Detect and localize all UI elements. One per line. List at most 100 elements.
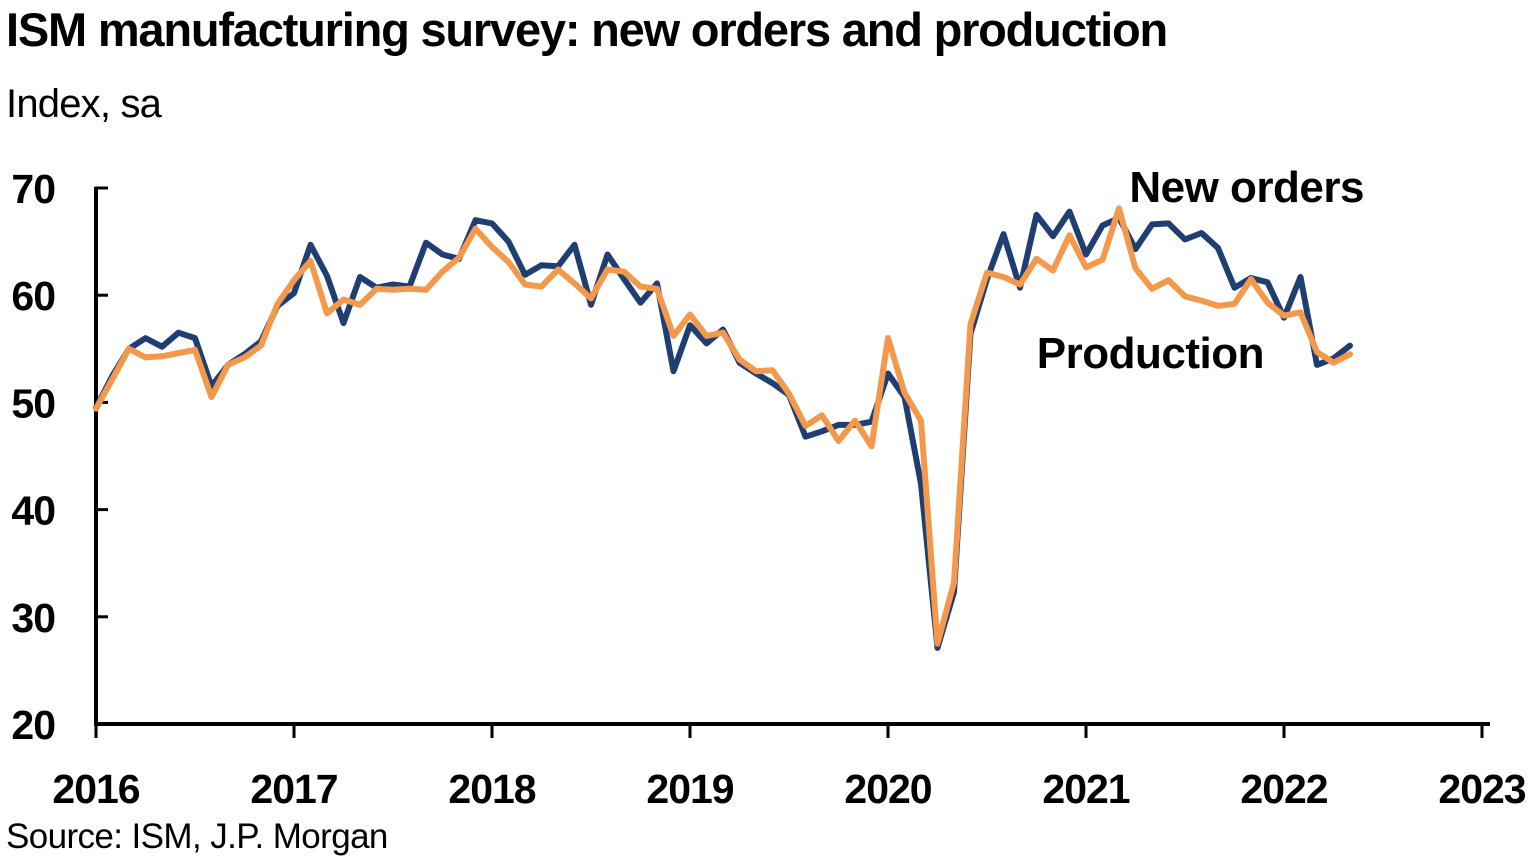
data-point-production — [1218, 305, 1219, 306]
data-point-production — [756, 371, 757, 372]
data-point-new-orders — [1036, 214, 1037, 215]
data-point-production — [1152, 288, 1153, 289]
data-point-production — [673, 335, 674, 336]
data-point-new-orders — [195, 338, 196, 339]
data-point-new-orders — [624, 279, 625, 280]
x-tick-label: 2019 — [646, 766, 733, 812]
data-point-new-orders — [871, 421, 872, 422]
x-tick-label: 2021 — [1042, 766, 1129, 812]
data-point-new-orders — [145, 338, 146, 339]
data-point-new-orders — [508, 241, 509, 242]
data-point-new-orders — [1317, 364, 1318, 365]
data-point-production — [1251, 279, 1252, 280]
data-point-production — [937, 643, 938, 644]
data-point-production — [1350, 354, 1351, 355]
data-point-production — [1234, 303, 1235, 304]
data-point-production — [1102, 259, 1103, 260]
data-point-production — [343, 299, 344, 300]
data-point-new-orders — [937, 647, 938, 648]
data-point-production — [855, 420, 856, 421]
y-tick-label: 30 — [11, 595, 55, 641]
data-point-production — [723, 332, 724, 333]
data-point-new-orders — [1185, 239, 1186, 240]
data-point-new-orders — [343, 323, 344, 324]
data-point-production — [904, 392, 905, 393]
x-tick-label: 2017 — [250, 766, 337, 812]
data-point-new-orders — [1003, 234, 1004, 235]
data-point-production — [211, 397, 212, 398]
data-point-production — [1300, 312, 1301, 313]
data-point-new-orders — [1135, 249, 1136, 250]
data-point-production — [277, 303, 278, 304]
data-point-new-orders — [838, 424, 839, 425]
x-tick-label: 2018 — [448, 766, 535, 812]
data-point-production — [162, 356, 163, 357]
data-point-production — [690, 314, 691, 315]
data-point-new-orders — [673, 371, 674, 372]
data-point-production — [1036, 258, 1037, 259]
data-point-new-orders — [294, 293, 295, 294]
data-point-production — [129, 348, 130, 349]
data-point-new-orders — [690, 325, 691, 326]
data-point-production — [624, 271, 625, 272]
data-point-production — [789, 393, 790, 394]
data-point-production — [459, 257, 460, 258]
data-point-new-orders — [360, 277, 361, 278]
data-point-production — [228, 364, 229, 365]
data-point-new-orders — [492, 223, 493, 224]
data-point-new-orders — [541, 265, 542, 266]
data-point-production — [96, 408, 97, 409]
data-point-new-orders — [475, 220, 476, 221]
series-label-production: Production — [1037, 329, 1264, 378]
data-point-production — [591, 298, 592, 299]
data-point-new-orders — [1086, 254, 1087, 255]
data-point-production — [178, 353, 179, 354]
series-label-new-orders: New orders — [1129, 163, 1364, 212]
series-line-production — [93, 205, 1353, 647]
data-point-new-orders — [921, 483, 922, 484]
data-point-production — [360, 304, 361, 305]
data-point-production — [492, 247, 493, 248]
data-point-production — [1135, 268, 1136, 269]
data-point-new-orders — [772, 383, 773, 384]
data-point-new-orders — [805, 436, 806, 437]
data-point-new-orders — [888, 373, 889, 374]
data-point-new-orders — [574, 244, 575, 245]
data-point-new-orders — [1218, 248, 1219, 249]
data-point-new-orders — [706, 343, 707, 344]
data-point-new-orders — [1053, 236, 1054, 237]
chart-title: ISM manufacturing survey: new orders and… — [6, 3, 1168, 56]
data-point-production — [739, 359, 740, 360]
data-point-new-orders — [310, 244, 311, 245]
data-point-production — [954, 582, 955, 583]
y-tick-label: 50 — [11, 380, 55, 426]
data-point-production — [1267, 302, 1268, 303]
data-point-new-orders — [1333, 358, 1334, 359]
x-tick-label: 2020 — [844, 766, 931, 812]
data-point-new-orders — [1102, 225, 1103, 226]
x-tick-label: 2016 — [52, 766, 139, 812]
data-point-production — [1086, 267, 1087, 268]
data-point-production — [1333, 362, 1334, 363]
data-point-production — [970, 324, 971, 325]
data-point-new-orders — [442, 254, 443, 255]
data-point-new-orders — [525, 274, 526, 275]
chart-subtitle: Index, sa — [6, 82, 162, 126]
data-point-production — [1185, 296, 1186, 297]
data-point-production — [706, 335, 707, 336]
data-point-production — [294, 280, 295, 281]
data-point-production — [442, 271, 443, 272]
data-point-production — [1284, 315, 1285, 316]
data-point-new-orders — [657, 283, 658, 284]
data-point-new-orders — [607, 254, 608, 255]
data-point-new-orders — [327, 275, 328, 276]
data-point-production — [145, 357, 146, 358]
data-point-production — [558, 269, 559, 270]
y-tick-label: 70 — [11, 166, 55, 212]
data-point-production — [310, 260, 311, 261]
data-point-production — [525, 284, 526, 285]
data-point-production — [541, 286, 542, 287]
data-point-new-orders — [426, 242, 427, 243]
data-point-production — [393, 289, 394, 290]
